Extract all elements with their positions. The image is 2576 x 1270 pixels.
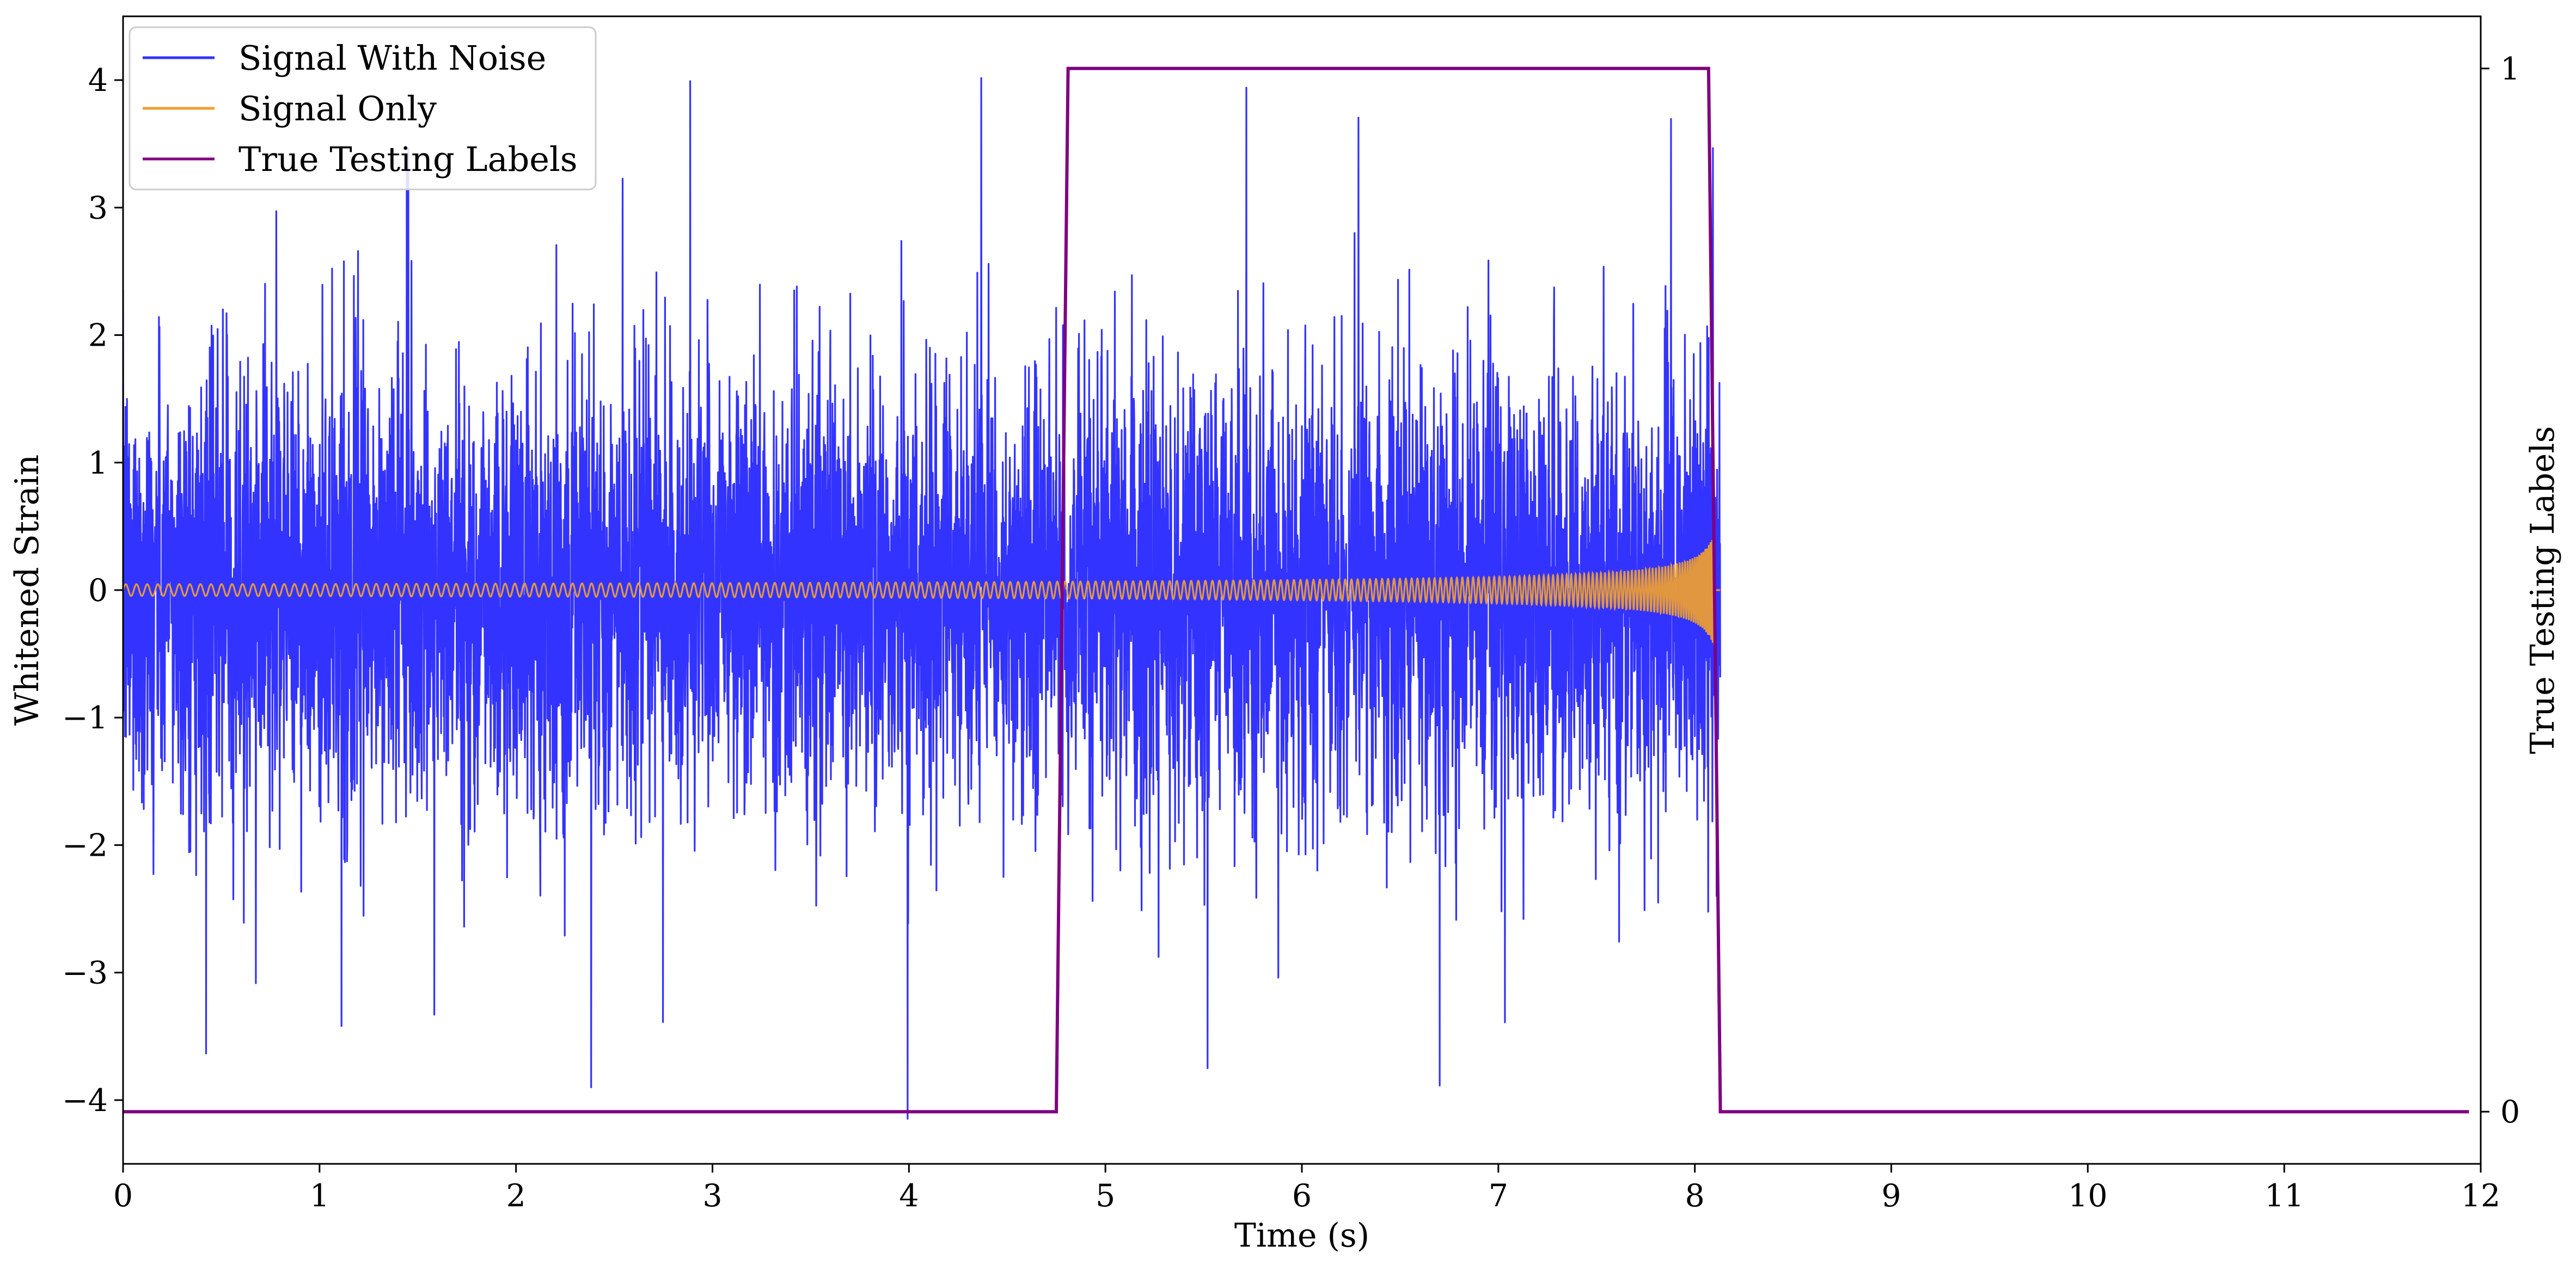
y-tick-label: 1 [88,445,108,481]
y-right-tick-label: 1 [2500,51,2520,87]
series-true-testing-labels [123,66,2469,1114]
x-tick-label: 7 [1489,1178,1508,1214]
legend-label: Signal Only [238,89,437,128]
legend: Signal With Noise Signal Only True Testing… [129,26,597,191]
y-tick-label: −2 [62,827,108,863]
x-tick-label: 1 [310,1178,329,1214]
x-tick-label: 0 [113,1178,133,1214]
y-right-tick-label: 0 [2500,1094,2520,1130]
y-tick-label: −3 [62,955,108,991]
y-tick-label: −1 [62,700,108,736]
x-tick-label: 4 [899,1178,919,1214]
legend-box [129,26,597,191]
y-tick-label: 0 [88,573,108,609]
y-tick-label: −4 [62,1083,108,1119]
x-tick-label: 12 [2461,1178,2501,1214]
x-tick-label: 9 [1881,1178,1901,1214]
y-axis-title: Whitened Strain [8,455,46,726]
x-tick-label: 3 [702,1178,722,1214]
plot-area [123,66,2469,1120]
series-signal-only [123,532,1721,645]
legend-label: True Testing Labels [238,139,578,179]
x-tick-label: 11 [2265,1178,2304,1214]
x-tick-label: 5 [1096,1178,1115,1214]
series-signal-with-noise [123,77,1721,1120]
x-tick-label: 6 [1292,1178,1312,1214]
x-axis-title: Time (s) [1234,1217,1369,1255]
legend-label: Signal With Noise [238,38,546,78]
y-tick-label: 3 [88,190,108,226]
y-right-axis-title: True Testing Labels [2524,426,2562,754]
y-tick-label: 2 [88,318,108,354]
y-tick-label: 4 [88,63,108,99]
x-tick-label: 10 [2068,1178,2108,1214]
x-tick-label: 8 [1685,1178,1705,1214]
x-tick-label: 2 [506,1178,526,1214]
